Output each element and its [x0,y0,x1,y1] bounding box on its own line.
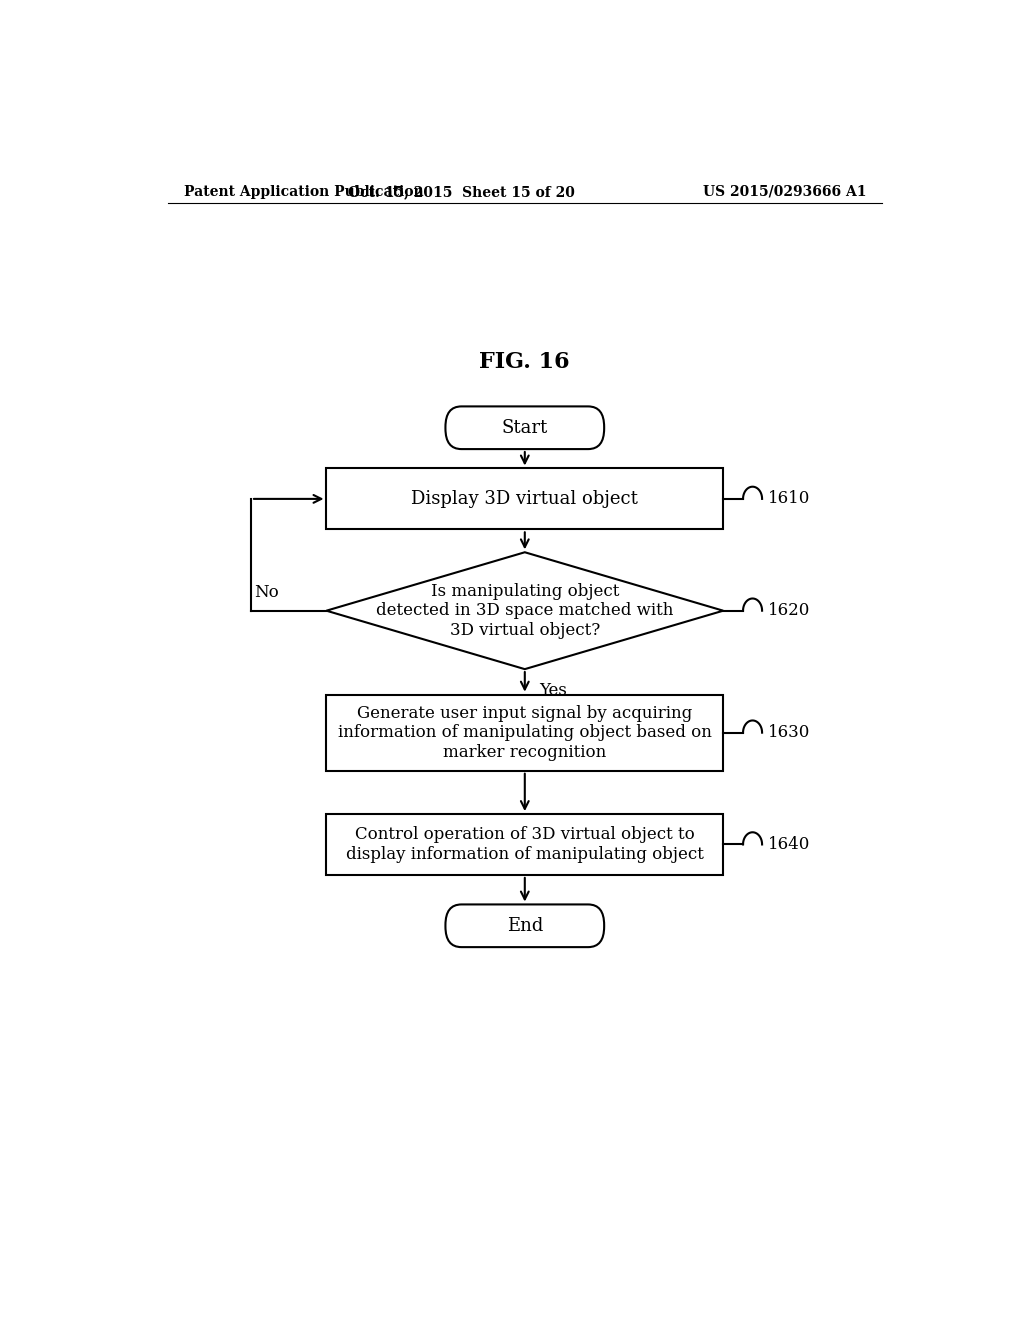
Text: Start: Start [502,418,548,437]
Bar [327,469,723,529]
FancyBboxPatch shape [445,904,604,948]
Polygon shape [327,552,723,669]
Text: Display 3D virtual object: Display 3D virtual object [412,490,638,508]
Text: Is manipulating object
detected in 3D space matched with
3D virtual object?: Is manipulating object detected in 3D sp… [376,582,674,639]
Bar [327,814,723,875]
Text: US 2015/0293666 A1: US 2015/0293666 A1 [702,185,866,199]
Text: 1620: 1620 [768,602,811,619]
Text: FIG. 16: FIG. 16 [479,351,570,372]
Text: Yes: Yes [539,682,567,700]
Text: Oct. 15, 2015  Sheet 15 of 20: Oct. 15, 2015 Sheet 15 of 20 [348,185,574,199]
Text: Patent Application Publication: Patent Application Publication [183,185,423,199]
Text: 1610: 1610 [768,491,811,507]
FancyBboxPatch shape [445,407,604,449]
Bar [327,694,723,771]
Text: 1640: 1640 [768,836,811,853]
Text: Generate user input signal by acquiring
information of manipulating object based: Generate user input signal by acquiring … [338,705,712,760]
Text: Control operation of 3D virtual object to
display information of manipulating ob: Control operation of 3D virtual object t… [346,826,703,863]
Text: End: End [507,917,543,935]
Text: No: No [255,583,280,601]
Text: 1630: 1630 [768,725,811,741]
